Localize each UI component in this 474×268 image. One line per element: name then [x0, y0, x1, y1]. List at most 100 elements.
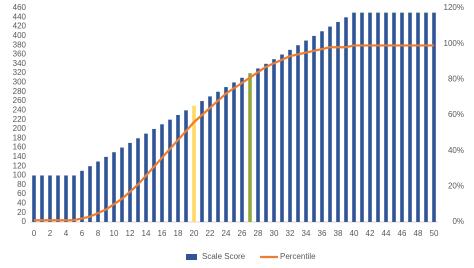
y-tick-label: 380 [13, 40, 27, 49]
legend-label: Percentile [280, 252, 316, 261]
y-tick-label: 60 [17, 189, 26, 198]
bar [136, 138, 140, 222]
x-tick-label: 48 [414, 229, 423, 238]
bar [256, 68, 260, 222]
bar [320, 31, 324, 223]
x-tick-label: 16 [158, 229, 167, 238]
x-tick-label: 0 [32, 229, 37, 238]
x-tick-label: 20 [190, 229, 199, 238]
legend-label: Scale Score [202, 252, 246, 261]
bar [224, 87, 228, 222]
bar [80, 170, 84, 222]
bar [192, 105, 196, 222]
y-tick-label: 0 [22, 217, 27, 226]
bar [208, 96, 212, 222]
bar [312, 35, 316, 223]
legend-swatch [186, 254, 197, 260]
x-tick-label: 28 [254, 229, 263, 238]
x-tick-label: 42 [366, 229, 375, 238]
y2-tick-label: 100% [444, 39, 464, 48]
bar [160, 124, 164, 222]
x-tick-label: 40 [350, 229, 359, 238]
y-tick-label: 360 [13, 50, 27, 59]
y-tick-label: 280 [13, 87, 27, 96]
x-tick-label: 30 [270, 229, 279, 238]
line [34, 44, 434, 222]
bar [328, 26, 332, 222]
x-tick-label: 18 [174, 229, 183, 238]
x-tick-label: 2 [48, 229, 53, 238]
bar [56, 175, 60, 222]
y-tick-label: 420 [13, 22, 27, 31]
bar [376, 12, 380, 222]
bar [432, 12, 436, 222]
y-tick-label: 320 [13, 68, 27, 77]
x-tick-label: 36 [318, 229, 327, 238]
bar [64, 175, 68, 222]
x-tick-label: 12 [126, 229, 135, 238]
y-tick-label: 220 [13, 115, 27, 124]
bar [336, 21, 340, 222]
y-tick-label: 120 [13, 161, 27, 170]
y2-tick-label: 80% [448, 74, 464, 83]
bar [264, 63, 268, 223]
x-tick-label: 22 [206, 229, 215, 238]
y-tick-label: 260 [13, 96, 27, 105]
bar [128, 142, 132, 222]
x-tick-label: 4 [64, 229, 69, 238]
bar [424, 12, 428, 222]
y-tick-label: 180 [13, 133, 27, 142]
y-tick-label: 100 [13, 171, 27, 180]
y-tick-label: 20 [17, 208, 26, 217]
y-tick-label: 460 [13, 3, 27, 12]
bar [288, 49, 292, 222]
x-tick-label: 38 [334, 229, 343, 238]
y-tick-label: 400 [13, 31, 27, 40]
y2-tick-label: 60% [448, 110, 464, 119]
bar [88, 166, 92, 222]
bar [360, 12, 364, 222]
bar [32, 175, 36, 222]
bar [120, 147, 124, 222]
bar [248, 73, 252, 222]
x-tick-label: 34 [302, 229, 311, 238]
y-tick-label: 240 [13, 105, 27, 114]
x-tick-label: 26 [238, 229, 247, 238]
x-tick-label: 50 [430, 229, 439, 238]
y2-tick-label: 120% [444, 3, 464, 12]
bar [384, 12, 388, 222]
bar [48, 175, 52, 222]
y-tick-label: 40 [17, 199, 26, 208]
y-tick-label: 160 [13, 143, 27, 152]
bar [344, 17, 348, 222]
bar [104, 156, 108, 222]
y2-tick-label: 40% [448, 146, 464, 155]
y2-tick-label: 20% [448, 181, 464, 190]
bar [96, 161, 100, 222]
y-tick-label: 200 [13, 124, 27, 133]
bar [368, 12, 372, 222]
bar [304, 40, 308, 222]
y-tick-label: 80 [17, 180, 26, 189]
bar [280, 54, 284, 222]
bar [240, 77, 244, 222]
bar [184, 110, 188, 222]
y-tick-label: 340 [13, 59, 27, 68]
bar [144, 133, 148, 222]
y-tick-label: 140 [13, 152, 27, 161]
x-tick-label: 10 [110, 229, 119, 238]
x-tick-label: 6 [80, 229, 85, 238]
bar [296, 45, 300, 222]
bar [176, 115, 180, 222]
x-tick-label: 46 [398, 229, 407, 238]
bar [408, 12, 412, 222]
bar [152, 128, 156, 222]
bar [168, 119, 172, 222]
bar [40, 175, 44, 222]
bar [392, 12, 396, 222]
x-tick-label: 8 [96, 229, 101, 238]
bar [400, 12, 404, 222]
x-tick-label: 32 [286, 229, 295, 238]
y-tick-label: 440 [13, 12, 27, 21]
